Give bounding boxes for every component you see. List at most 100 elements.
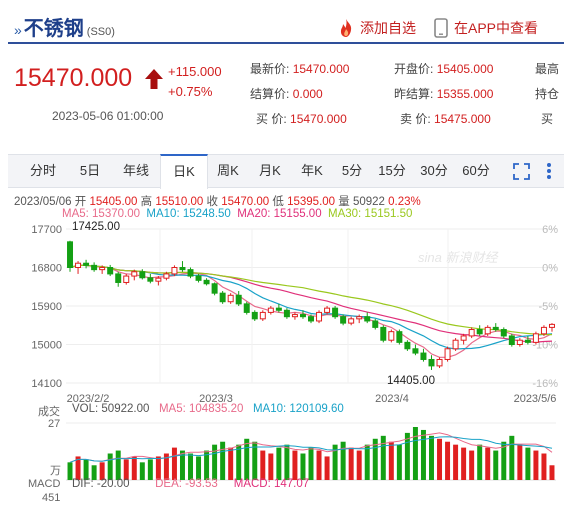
volume-bar (292, 450, 298, 480)
candle-body (123, 275, 130, 283)
candle-body (524, 339, 531, 343)
candle-body (532, 333, 539, 343)
candle-body (500, 329, 507, 337)
volume-bar (107, 453, 113, 480)
candle-body (356, 316, 363, 320)
tab-5day[interactable]: 5日 (79, 163, 101, 178)
high-label: 最高 (535, 62, 560, 76)
volume-bar (316, 450, 322, 480)
candle-body (107, 267, 114, 275)
candle-body (476, 329, 483, 335)
pct-tick-label: 0% (542, 263, 558, 275)
info-high-label: 高 (140, 196, 153, 208)
tab-year-line[interactable]: 年线 (122, 163, 149, 178)
max-price-label: 17425.00 (72, 221, 120, 233)
percent-axis-labels: 6%0%-5%-10%-16% (532, 224, 558, 390)
macd-value: MACD: 147.07 (233, 478, 310, 490)
candle-body (83, 262, 90, 266)
volume-bar (300, 453, 306, 480)
volume-bar (244, 438, 250, 480)
x-tick-label: 2023/4 (375, 393, 409, 405)
title-chevron-icon: » (14, 22, 22, 38)
buy-value: 15470.000 (290, 112, 347, 126)
volume-bar (155, 456, 161, 480)
prev-settle-value: 15355.000 (436, 87, 494, 101)
candle-body (404, 341, 411, 350)
tab-weekly-k[interactable]: 周K (217, 163, 239, 178)
tab-monthly-k[interactable]: 月K (259, 163, 281, 178)
volume-bar (123, 459, 129, 480)
info-low: 15395.00 (287, 196, 336, 208)
volume-bar (412, 427, 418, 480)
candle-body (484, 326, 491, 335)
candle-body (91, 264, 98, 271)
tab-60min[interactable]: 60分 (462, 163, 490, 178)
volume-bar (99, 462, 105, 480)
volume-bar (268, 453, 274, 480)
candle-body (468, 329, 475, 337)
candle-body (540, 326, 547, 335)
volume-bar (163, 453, 169, 480)
volume-bar (437, 438, 443, 480)
volume-unit-label: 万 (50, 465, 61, 477)
info-pct: 0.23% (388, 196, 421, 208)
volume-top-label: 27 (48, 418, 61, 430)
phone-icon (434, 18, 448, 38)
more-options-icon[interactable] (546, 162, 552, 180)
volume-bar (420, 429, 426, 480)
volume-bar (236, 444, 242, 480)
volume-bar (324, 456, 330, 480)
volume-bar (388, 441, 394, 480)
macd-dea: DEA: -93.53 (155, 478, 218, 490)
tab-yearly-k[interactable]: 年K (301, 163, 323, 178)
prev-settle-label: 昨结算: (394, 87, 434, 101)
candle-body (131, 271, 138, 277)
y-axis-labels: 17700 16800 15900 15000 14100 (31, 224, 62, 390)
info-close-label: 收 (206, 196, 219, 208)
candle-body (155, 277, 162, 282)
volume-bar (308, 447, 314, 480)
volume-bar (541, 453, 547, 480)
candle-body (332, 307, 339, 318)
volume-bar (260, 450, 266, 480)
tab-5min[interactable]: 5分 (341, 163, 363, 178)
view-in-app-button[interactable]: 在APP中查看 (434, 18, 538, 38)
candle-body (428, 358, 435, 367)
candle-body (516, 339, 523, 346)
pct-tick-label: -16% (532, 378, 558, 390)
volume-bar (332, 444, 338, 480)
candle-body (348, 318, 355, 324)
candle-body (267, 307, 274, 313)
y-tick-label: 17700 (31, 224, 62, 236)
candle-body (275, 307, 282, 311)
view-in-app-label: 在APP中查看 (454, 20, 539, 36)
settle-value: 0.000 (292, 87, 323, 101)
candle-body (299, 314, 306, 318)
volume-bar (348, 447, 354, 480)
tab-daily-k[interactable]: 日K (160, 154, 208, 189)
latest-value: 15470.000 (292, 62, 350, 76)
macd-legend: DIF: -20.00 DEA: -93.53 MACD: 147.07 (72, 478, 309, 490)
tab-30min[interactable]: 30分 (420, 163, 448, 178)
volume-bar (549, 465, 555, 480)
quote-datetime: 2023-05-06 01:00:00 (52, 109, 164, 123)
candle-info-line: 2023/05/06 开 15405.00 高 15510.00 收 15470… (14, 193, 421, 209)
candle-body (291, 314, 298, 318)
macd-top-label: 451 (42, 492, 61, 504)
volume-bar (380, 435, 386, 480)
candle-body (340, 316, 347, 324)
candle-body (444, 348, 451, 360)
tab-intraday[interactable]: 分时 (29, 163, 56, 178)
volume-bar (147, 459, 153, 480)
volume-bar (356, 450, 362, 480)
tab-15min[interactable]: 15分 (378, 163, 406, 178)
volume-bar (517, 444, 523, 480)
add-favorite-button[interactable]: 添加自选 (336, 18, 416, 38)
candle-body (139, 271, 146, 279)
title-wrap: » 不锈钢 (SS0) (14, 12, 115, 41)
ma20-legend: MA20: 15155.00 (237, 208, 322, 220)
candle-body (508, 335, 515, 346)
fullscreen-icon[interactable] (513, 163, 530, 180)
sell-label: 卖 价: (400, 112, 431, 126)
